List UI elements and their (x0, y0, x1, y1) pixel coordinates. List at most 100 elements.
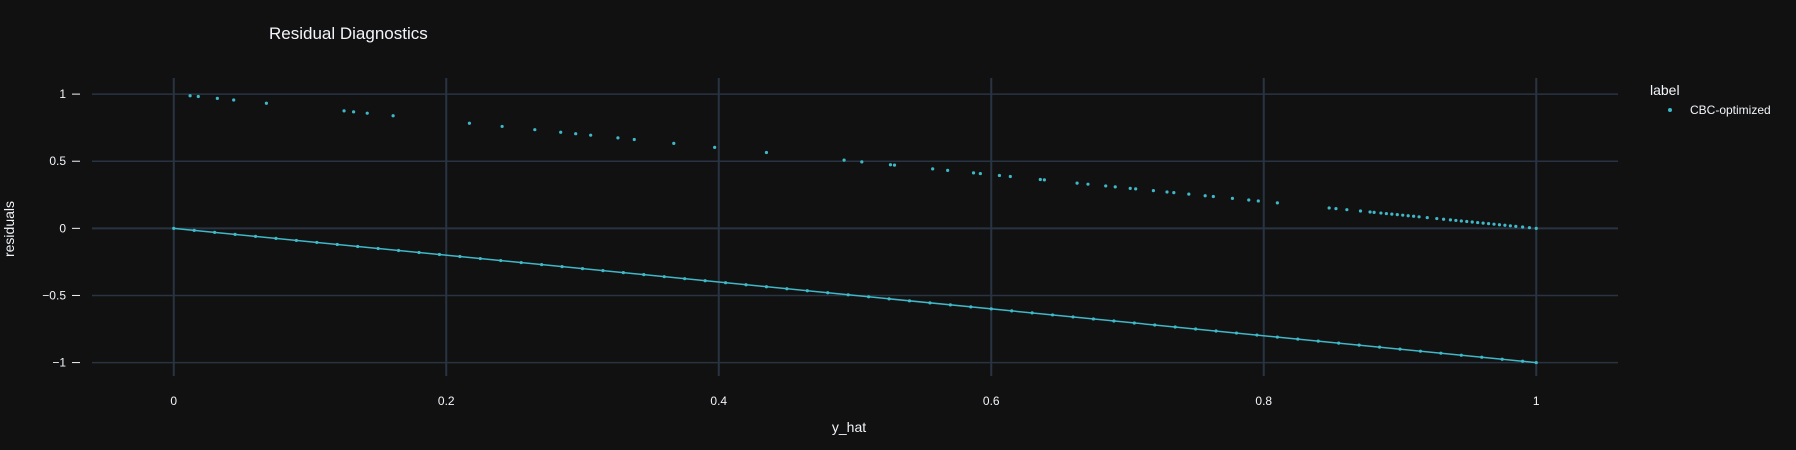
data-point (805, 289, 809, 293)
data-point (683, 277, 687, 281)
data-point (1050, 313, 1055, 317)
data-point (1091, 317, 1096, 321)
data-point (1357, 343, 1361, 347)
data-point (500, 124, 504, 129)
data-point (892, 163, 897, 167)
y-tick-label: 0 (59, 221, 66, 235)
data-point (601, 269, 605, 273)
data-point (1368, 210, 1372, 214)
lower-residual-trend-line (173, 227, 1537, 364)
legend[interactable]: label CBC-optimized (1650, 82, 1771, 117)
data-point (560, 264, 564, 269)
data-point (1481, 221, 1485, 225)
data-point (948, 303, 952, 307)
data-point (1379, 211, 1383, 215)
data-point (1454, 218, 1458, 223)
data-point (342, 109, 346, 113)
data-point (846, 293, 850, 297)
data-point (1497, 223, 1502, 227)
data-point (391, 114, 395, 118)
data-point (1384, 211, 1388, 216)
data-point (616, 136, 620, 140)
data-point (233, 232, 237, 236)
grid-layer (92, 78, 1618, 376)
data-point (1187, 192, 1191, 196)
data-point (1435, 216, 1439, 221)
data-point (1275, 335, 1279, 339)
data-point (723, 281, 728, 285)
data-point (1296, 337, 1300, 341)
data-point (1151, 189, 1155, 193)
data-point (1500, 357, 1504, 361)
chart-title: Residual Diagnostics (269, 24, 428, 43)
x-axis-title: y_hat (832, 419, 866, 435)
data-point (1071, 315, 1075, 319)
ticks-layer: 0 0.2 0.4 0.6 0.8 1 1 0.5 0 −0.5 −1 (42, 87, 1540, 408)
data-point (1075, 181, 1079, 185)
data-point (703, 279, 707, 283)
data-point (478, 256, 482, 261)
data-point (1448, 218, 1453, 222)
data-point (1128, 186, 1132, 190)
data-point (1275, 201, 1279, 205)
x-tick-label: 0.2 (438, 394, 455, 408)
legend-item-cbc-optimized[interactable]: CBC-optimized (1690, 103, 1771, 117)
data-point (1203, 194, 1207, 198)
data-point (1417, 215, 1421, 219)
data-point (1390, 212, 1394, 216)
data-point (1492, 222, 1496, 226)
data-point (1173, 325, 1177, 329)
data-point (1521, 225, 1525, 229)
data-point (1230, 196, 1235, 201)
x-tick-label: 0.4 (710, 394, 727, 408)
data-point (1172, 191, 1176, 195)
data-point (1211, 194, 1215, 199)
x-tick-label: 0.6 (983, 394, 1000, 408)
data-point (842, 158, 846, 162)
data-point (744, 283, 748, 287)
data-point (1534, 360, 1538, 365)
y-axis-title: residuals (1, 201, 17, 257)
data-point (1234, 331, 1239, 335)
y-tick-label: 0.5 (49, 154, 66, 168)
data-point (192, 228, 196, 232)
data-point (1406, 214, 1410, 218)
data-point (1010, 309, 1014, 313)
data-point (1112, 319, 1116, 323)
legend-marker (1668, 108, 1672, 112)
data-point (1104, 184, 1108, 188)
data-point (467, 121, 472, 125)
data-point (253, 234, 258, 238)
data-point (589, 133, 593, 137)
data-point (352, 110, 356, 114)
data-point (1412, 214, 1416, 218)
data-point (376, 246, 380, 251)
data-point (860, 160, 864, 164)
data-point (826, 291, 830, 295)
data-point (642, 273, 646, 277)
data-point (867, 295, 871, 299)
data-point (188, 94, 192, 98)
data-point (417, 250, 421, 255)
data-point (1247, 198, 1251, 202)
data-point (264, 101, 268, 105)
data-point (1008, 174, 1012, 179)
data-point (1134, 187, 1138, 191)
data-point (1486, 222, 1491, 226)
data-point (1401, 213, 1405, 217)
data-point (215, 96, 219, 101)
x-tick-label: 1 (1533, 394, 1540, 408)
data-point (335, 242, 339, 247)
x-tick-label: 0 (170, 394, 177, 408)
data-point (1395, 213, 1399, 217)
data-point (888, 163, 893, 167)
data-point (1042, 178, 1046, 182)
x-tick-label: 0.8 (1255, 394, 1272, 408)
data-point (1514, 224, 1518, 228)
data-point (1418, 349, 1423, 353)
y-tick-label: −1 (52, 356, 66, 370)
data-point (1358, 209, 1363, 213)
data-point (1086, 182, 1090, 186)
data-point (946, 168, 950, 172)
